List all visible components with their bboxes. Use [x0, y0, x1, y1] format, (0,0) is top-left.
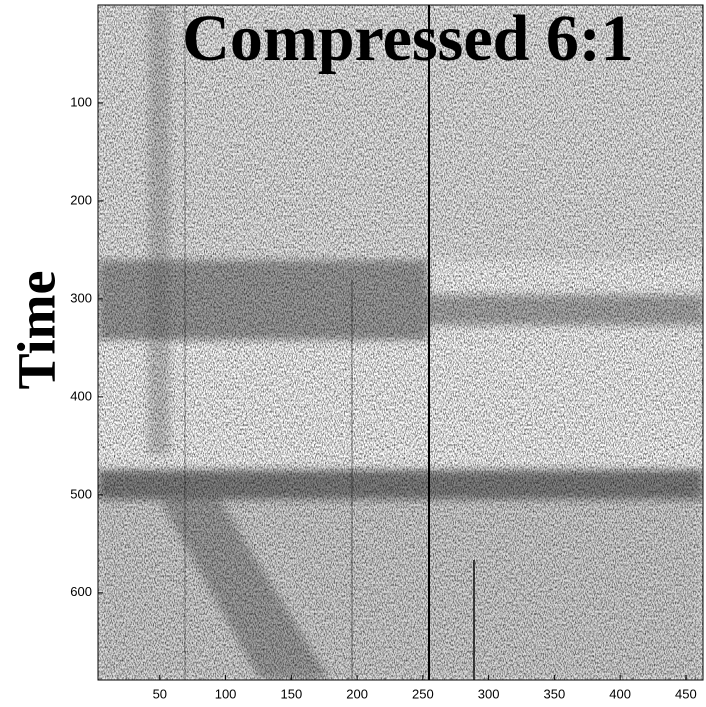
axes: 100 200 300 400 500 600 50 100 150 200 250 300 350 40…: [70, 94, 696, 701]
x-tick-label: 200: [346, 686, 368, 701]
y-tick-label: 300: [70, 290, 92, 305]
x-tick-label: 400: [609, 686, 631, 701]
y-tick-label: 500: [70, 486, 92, 501]
x-tick-label: 100: [215, 686, 237, 701]
y-tick-label: 200: [70, 192, 92, 207]
y-tick-label: 600: [70, 584, 92, 599]
image-area: [98, 5, 703, 680]
chart-title: Compressed 6:1: [182, 2, 634, 75]
x-tick-label: 450: [675, 686, 697, 701]
plot-frame: [97, 4, 704, 681]
x-tick-label: 350: [544, 686, 566, 701]
x-tick-label: 50: [153, 686, 167, 701]
x-tick-label: 250: [412, 686, 434, 701]
image-noise: [98, 5, 703, 680]
y-tick-label: 100: [70, 94, 92, 109]
x-tick-label: 300: [478, 686, 500, 701]
y-tick-label: 400: [70, 388, 92, 403]
x-tick-label: 150: [280, 686, 302, 701]
y-axis-label: Time: [6, 271, 66, 390]
